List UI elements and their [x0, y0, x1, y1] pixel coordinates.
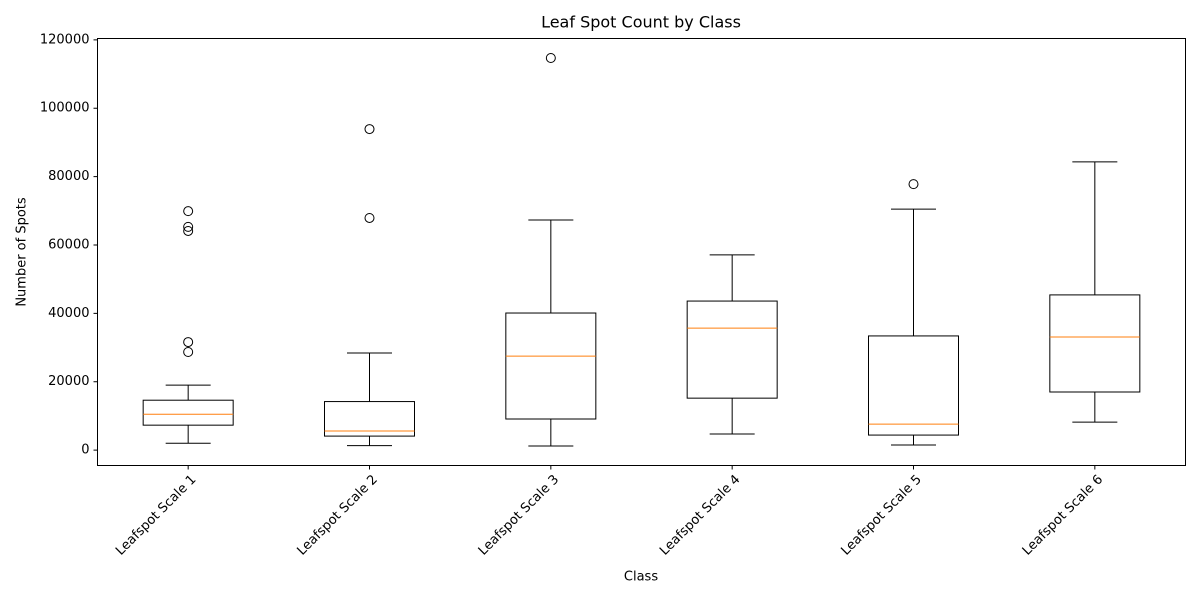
y-tick-label: 120000 — [40, 32, 90, 47]
y-tick-label: 20000 — [48, 374, 89, 389]
x-tick-label: Leafspot Scale 5 — [838, 472, 924, 558]
y-tick-label: 80000 — [48, 169, 89, 184]
y-tick-label: 40000 — [48, 306, 89, 321]
y-tick-label: 60000 — [48, 237, 89, 252]
x-tick-label: Leafspot Scale 4 — [657, 472, 743, 558]
box — [686, 300, 778, 399]
outlier — [183, 221, 194, 232]
y-axis-label: Number of Spots — [15, 197, 30, 307]
outlier — [908, 179, 919, 190]
box — [1049, 294, 1141, 393]
x-axis-label: Class — [624, 570, 658, 585]
x-tick-label: Leafspot Scale 1 — [113, 472, 199, 558]
box — [505, 312, 597, 420]
outlier — [183, 346, 194, 357]
outlier — [183, 206, 194, 217]
outlier — [364, 124, 375, 135]
y-tick-label: 100000 — [40, 101, 90, 116]
outlier — [545, 52, 556, 63]
chart-title: Leaf Spot Count by Class — [541, 13, 741, 32]
x-tick-label: Leafspot Scale 2 — [294, 472, 380, 558]
outlier — [183, 225, 194, 236]
box — [868, 335, 959, 436]
box — [142, 399, 234, 426]
x-tick-label: Leafspot Scale 3 — [476, 472, 562, 558]
box — [324, 401, 415, 437]
outlier — [364, 212, 375, 223]
outlier — [183, 337, 194, 348]
x-tick-label: Leafspot Scale 6 — [1020, 472, 1106, 558]
plot-frame — [97, 38, 1186, 466]
y-tick-label: 0 — [81, 443, 89, 458]
